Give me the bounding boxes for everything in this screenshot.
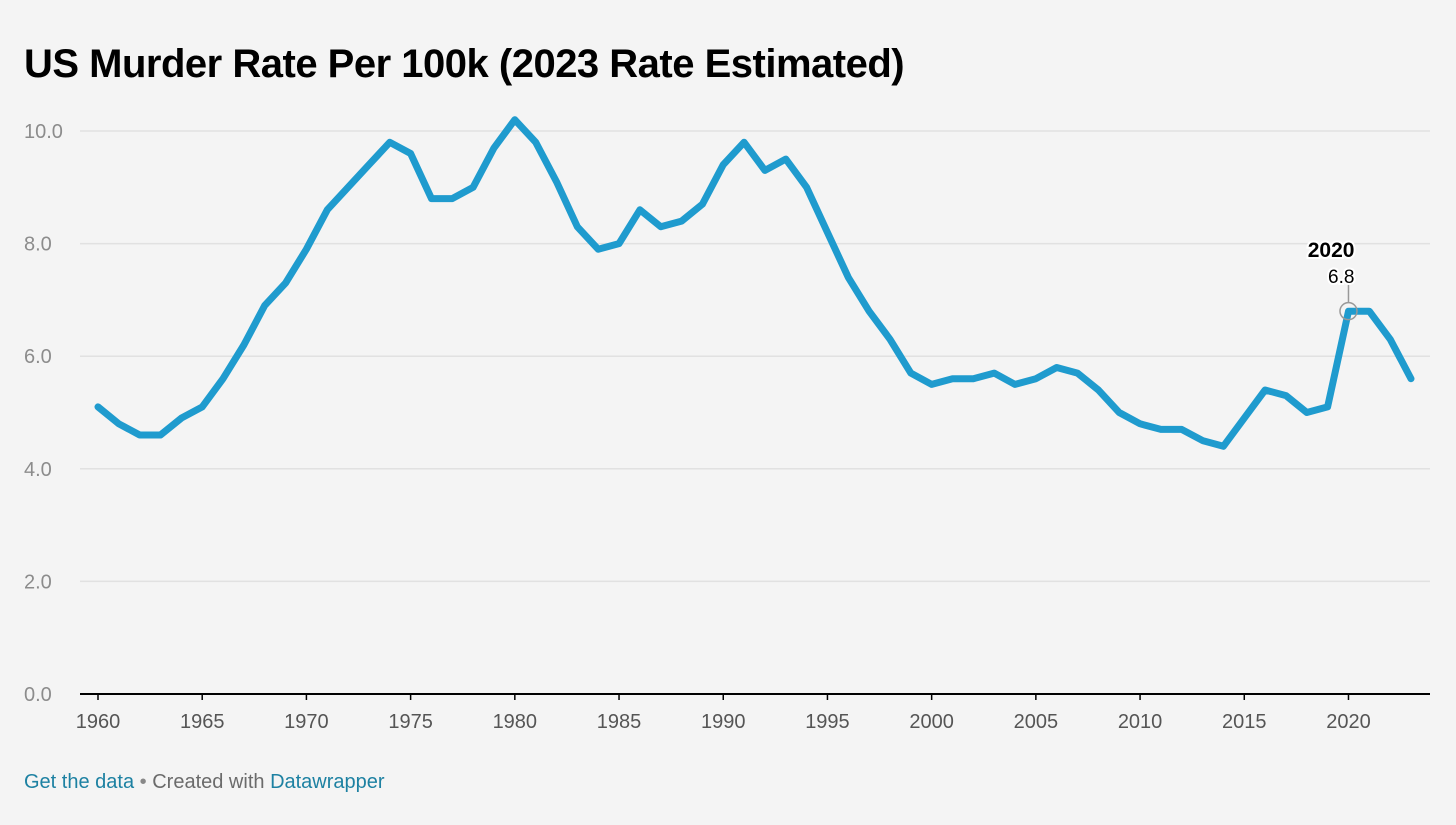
- x-tick-label: 2010: [1118, 711, 1163, 733]
- x-tick-label: 1990: [701, 711, 746, 733]
- datawrapper-link[interactable]: Datawrapper: [270, 771, 385, 793]
- y-axis-ticks: 0.0 2.0 4.0 6.0 8.0 10.0: [24, 121, 63, 706]
- x-tick-label: 2015: [1222, 711, 1267, 733]
- y-tick-label: 8.0: [24, 234, 52, 256]
- x-tick-label: 1960: [76, 711, 121, 733]
- annotation-value: 6.8: [1328, 267, 1354, 288]
- x-tick-label: 1995: [805, 711, 850, 733]
- get-data-link[interactable]: Get the data: [24, 771, 135, 793]
- x-tick-label: 2020: [1326, 711, 1371, 733]
- y-tick-label: 10.0: [24, 121, 63, 143]
- x-tick-label: 1970: [284, 711, 329, 733]
- footer-separator: •: [139, 771, 147, 793]
- x-axis-ticks: 1960 1965 1970 1975 1980 1985 1990 1995 2000 2005…: [76, 694, 1371, 733]
- chart-footer: Get the data • Created with Datawrapper: [24, 771, 385, 794]
- x-tick-label: 1980: [493, 711, 538, 733]
- line-chart: 0.0 2.0 4.0 6.0 8.0 10.0 1960 1965 1970 1975 1980…: [24, 116, 1430, 733]
- x-tick-label: 2000: [909, 711, 954, 733]
- annotation-year: 2020: [1308, 239, 1355, 262]
- annotation-marker: [1339, 301, 1358, 321]
- created-with-text: Created with: [152, 771, 265, 793]
- gridlines: [80, 130, 1430, 583]
- y-tick-label: 4.0: [24, 459, 52, 481]
- y-tick-label: 0.0: [24, 684, 52, 706]
- annotation: 2020 6.8: [1306, 237, 1358, 321]
- y-tick-label: 6.0: [24, 346, 52, 368]
- x-tick-label: 1985: [597, 711, 642, 733]
- y-tick-label: 2.0: [24, 571, 52, 593]
- x-tick-label: 1965: [180, 711, 225, 733]
- x-tick-label: 1975: [388, 711, 433, 733]
- chart-title: US Murder Rate Per 100k (2023 Rate Estim…: [24, 42, 905, 86]
- x-tick-label: 2005: [1014, 711, 1059, 733]
- series-line: [94, 116, 1415, 450]
